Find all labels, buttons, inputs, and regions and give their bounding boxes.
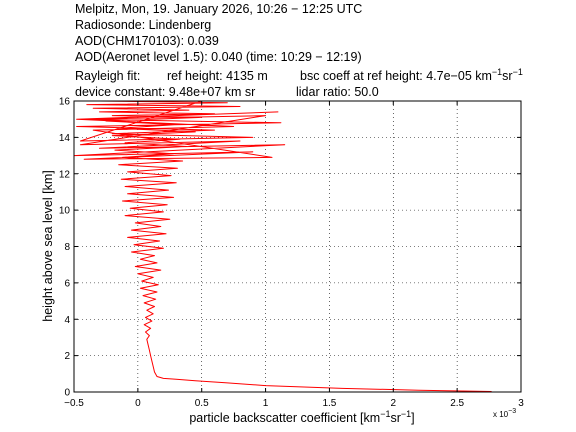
x-tick-label: −0.5	[64, 398, 84, 409]
y-tick-label: 2	[64, 351, 70, 362]
x-tick-label: 1.5	[322, 398, 336, 409]
x-tick-label: 1	[263, 398, 269, 409]
x-axis-label: particle backscatter coefficient [km−1sr…	[189, 409, 414, 425]
x-axis-multiplier: x 10−3	[493, 408, 516, 419]
header-line-aod-chm: AOD(CHM170103): 0.039	[75, 34, 219, 48]
x-tick-label: 3	[518, 398, 524, 409]
y-tick-label: 4	[64, 315, 70, 326]
data-layer	[73, 100, 492, 392]
x-tick-label: 0.5	[195, 398, 209, 409]
figure-header: Melpitz, Mon, 19. January 2026, 10:26 − …	[75, 2, 523, 99]
y-axis-label: height above sea level [km]	[41, 170, 55, 321]
y-axis: 0 2 4 6 8 10 12 14 16	[59, 97, 521, 399]
header-line-location-time: Melpitz, Mon, 19. January 2026, 10:26 − …	[75, 2, 362, 16]
header-line-aod-aeronet: AOD(Aeronet level 1.5): 0.040 (time: 10:…	[75, 50, 362, 64]
x-tick-label: 2	[391, 398, 397, 409]
lidar-ratio-text: lidar ratio: 50.0	[296, 85, 379, 99]
header-line-radiosonde: Radiosonde: Lindenberg	[75, 18, 211, 32]
y-tick-label: 0	[64, 388, 70, 399]
backscatter-profile-line	[73, 100, 492, 392]
ref-height-text: ref height: 4135 m	[167, 69, 268, 83]
bsc-coeff-text: bsc coeff at ref height: 4.7e−05 km−1sr−…	[300, 67, 523, 83]
plot-area	[74, 101, 521, 392]
x-tick-label: 2.5	[450, 398, 464, 409]
rayleigh-fit-label: Rayleigh fit:	[75, 69, 140, 83]
y-tick-label: 14	[59, 133, 71, 144]
x-axis: −0.5 0 0.5 1 1.5 2 2.5 3	[64, 101, 524, 409]
y-tick-label: 6	[64, 278, 70, 289]
y-tick-label: 10	[59, 206, 71, 217]
y-tick-label: 16	[59, 97, 71, 108]
x-tick-label: 0	[135, 398, 141, 409]
device-constant-text: device constant: 9.48e+07 km sr	[75, 85, 255, 99]
grid-lines	[74, 101, 521, 392]
y-tick-label: 12	[59, 169, 71, 180]
y-tick-label: 8	[64, 242, 70, 253]
